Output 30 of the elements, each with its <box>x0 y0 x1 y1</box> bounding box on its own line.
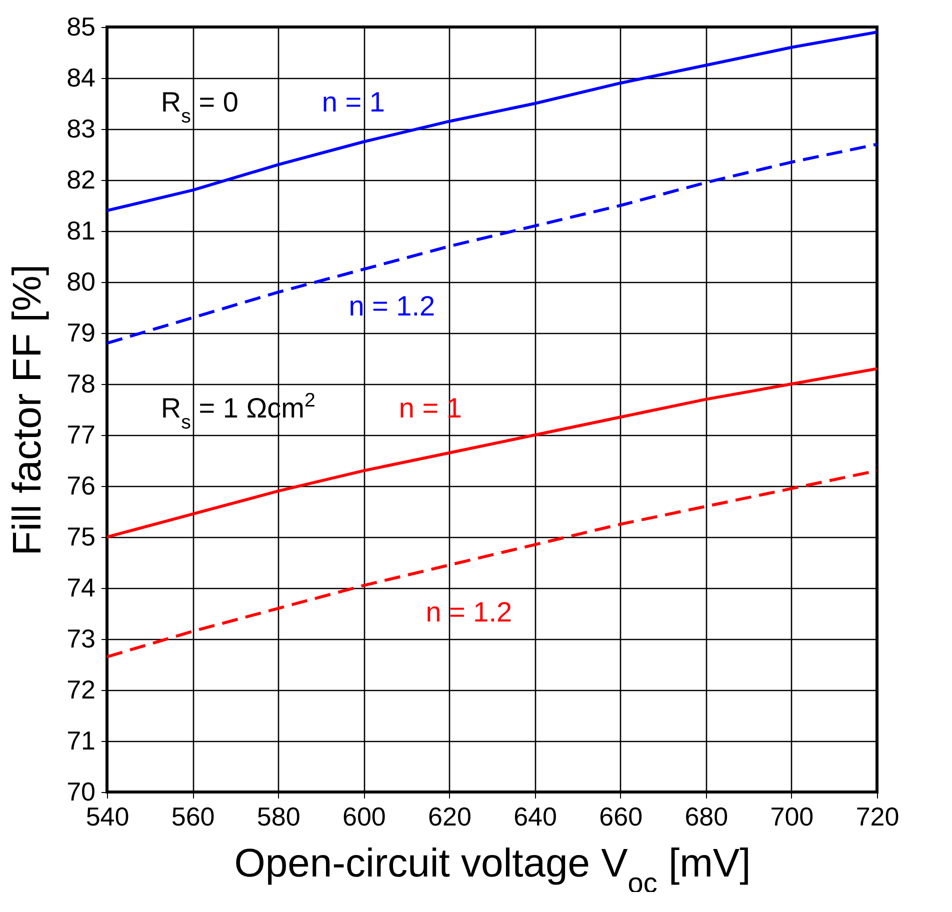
x-tick-label: 580 <box>256 802 300 832</box>
y-tick-label: 83 <box>66 114 96 144</box>
x-tick-label: 600 <box>342 802 386 832</box>
x-tick-label: 560 <box>171 802 215 832</box>
y-tick-label: 74 <box>66 572 96 602</box>
y-tick-label: 76 <box>66 470 96 500</box>
y-tick-label: 84 <box>66 62 96 92</box>
y-tick-label: 78 <box>66 368 96 398</box>
x-tick-label: 620 <box>428 802 472 832</box>
y-axis-title: Fill factor FF [%] <box>6 264 50 556</box>
y-tick-label: 73 <box>66 624 96 654</box>
y-tick-label: 75 <box>66 522 96 552</box>
x-tick-label: 720 <box>856 802 900 832</box>
y-tick-label: 72 <box>66 674 96 704</box>
annotation: R$_{s}$ = 0 <box>160 86 238 128</box>
x-tick-label: 680 <box>684 802 728 832</box>
series-label: n = 1.2 <box>426 596 512 628</box>
x-tick-label: 700 <box>770 802 814 832</box>
y-tick-label: 82 <box>66 164 96 194</box>
y-tick-label: 77 <box>66 420 96 450</box>
series-label: n = 1.2 <box>348 290 436 322</box>
y-tick-label: 81 <box>66 216 96 246</box>
y-tick-label: 80 <box>66 266 96 296</box>
x-axis-title: Open-circuit voltage V$_{oc}$ [mV] <box>234 842 751 898</box>
series-label: n = 1 <box>322 86 385 118</box>
x-tick-label: 640 <box>514 802 557 832</box>
y-tick-label: 85 <box>66 12 96 42</box>
y-tick-label: 79 <box>66 318 96 348</box>
x-tick-label: 660 <box>599 802 643 832</box>
y-tick-label: 71 <box>66 726 96 756</box>
